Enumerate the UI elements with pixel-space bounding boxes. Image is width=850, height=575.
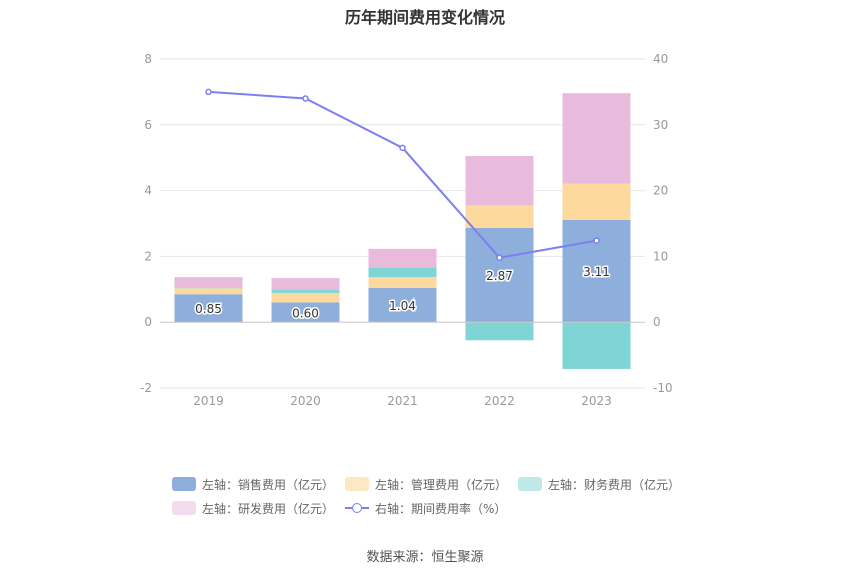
expense-ratio-point xyxy=(399,144,406,152)
bar-sales xyxy=(562,219,631,323)
x-axis-tick-label: 2023 xyxy=(581,394,612,408)
chart-legend: 左轴：销售费用（亿元） 左轴：管理费用（亿元） 左轴：财务费用（亿元） 左轴：研… xyxy=(172,472,692,520)
bar-sales xyxy=(174,294,243,323)
bar-rnd xyxy=(271,278,340,290)
legend-swatch-sales xyxy=(172,477,196,491)
legend-label-rnd: 左轴：研发费用（亿元） xyxy=(202,501,335,516)
x-axis-tick-label: 2020 xyxy=(290,394,321,408)
bar-finance xyxy=(271,289,340,293)
bar-rnd xyxy=(562,93,631,184)
left-axis-tick-label: 2 xyxy=(144,249,152,263)
bar-rnd xyxy=(368,248,437,268)
legend-label-finance: 左轴：财务费用（亿元） xyxy=(548,477,681,492)
x-axis-tick-label: 2021 xyxy=(387,394,418,408)
sales-data-label: 1.04 xyxy=(389,299,416,313)
legend-item-finance[interactable]: 左轴：财务费用（亿元） xyxy=(518,476,691,493)
expense-ratio-point xyxy=(302,95,309,102)
expense-ratio-point xyxy=(205,88,212,96)
legend-swatch-rnd xyxy=(172,501,196,515)
left-axis-tick-label: 6 xyxy=(144,118,152,132)
bar-rnd xyxy=(174,277,243,288)
legend-label-sales: 左轴：销售费用（亿元） xyxy=(202,477,335,492)
expense-ratio-point xyxy=(593,237,600,244)
right-axis-tick-label: 20 xyxy=(653,184,668,198)
sales-data-label: 0.85 xyxy=(195,302,222,316)
left-axis-tick-label: 4 xyxy=(144,184,152,198)
bar-admin xyxy=(174,288,243,295)
legend-label-expense-ratio: 右轴：期间费用率（%） xyxy=(375,501,507,516)
bar-admin xyxy=(271,292,340,303)
bar-sales xyxy=(465,227,534,323)
bar-admin xyxy=(368,277,437,288)
right-axis-tick-label: 40 xyxy=(653,52,668,66)
chart-title: 历年期间费用变化情况 xyxy=(344,8,505,27)
sales-data-label: 0.60 xyxy=(292,306,319,320)
left-axis-tick-label: 0 xyxy=(144,315,152,329)
expense-ratio-line xyxy=(208,90,597,259)
bar-admin xyxy=(562,183,631,220)
bar-rnd xyxy=(465,156,534,206)
right-axis-tick-label: 10 xyxy=(653,249,668,263)
bar-finance xyxy=(465,322,534,341)
legend-swatch-admin xyxy=(345,477,369,491)
bar-sales xyxy=(271,302,340,323)
legend-swatch-finance xyxy=(518,477,542,491)
x-axis-tick-label: 2019 xyxy=(193,394,224,408)
legend-item-expense-ratio[interactable]: 右轴：期间费用率（%） xyxy=(345,500,518,517)
right-axis-tick-label: -10 xyxy=(653,381,673,395)
left-axis-tick-label: 8 xyxy=(144,52,152,66)
bar-sales xyxy=(368,287,437,323)
legend-item-sales[interactable]: 左轴：销售费用（亿元） xyxy=(172,476,345,493)
bar-finance xyxy=(174,287,243,289)
bar-finance xyxy=(368,267,437,278)
data-source-note: 数据来源：恒生聚源 xyxy=(366,550,484,565)
right-axis-tick-label: 0 xyxy=(653,315,661,329)
bar-finance xyxy=(562,322,631,369)
expense-ratio-point xyxy=(496,254,503,261)
legend-item-rnd[interactable]: 左轴：研发费用（亿元） xyxy=(172,500,345,517)
legend-label-admin: 左轴：管理费用（亿元） xyxy=(375,477,508,492)
legend-line-marker-icon xyxy=(345,501,369,515)
legend-item-admin[interactable]: 左轴：管理费用（亿元） xyxy=(345,476,518,493)
sales-data-label: 3.11 xyxy=(583,265,610,279)
right-axis-tick-label: 30 xyxy=(653,118,668,132)
sales-data-label: 2.87 xyxy=(486,269,513,283)
x-axis-tick-label: 2022 xyxy=(484,394,515,408)
bar-admin xyxy=(465,205,534,228)
left-axis-tick-label: -2 xyxy=(140,381,152,395)
